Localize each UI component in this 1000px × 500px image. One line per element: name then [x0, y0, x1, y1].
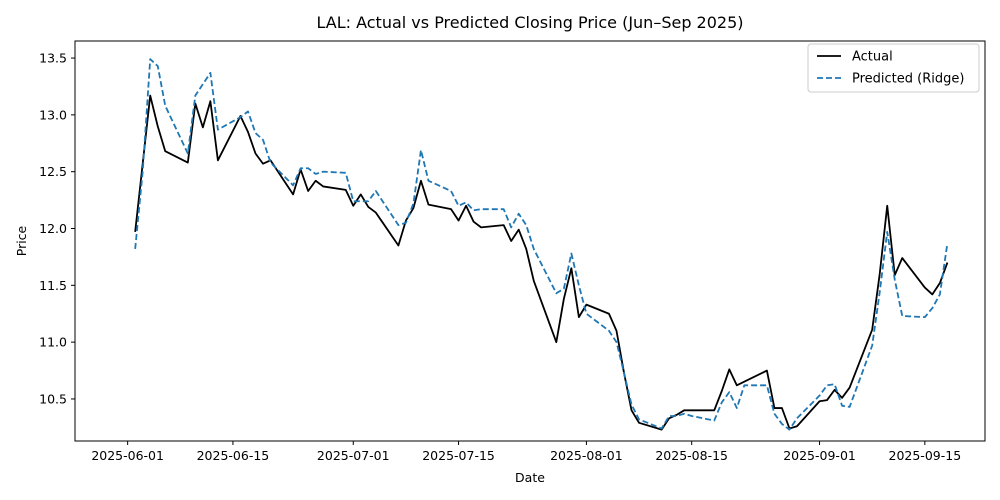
y-axis-label: Price [14, 225, 29, 256]
legend: Actual Predicted (Ridge) [807, 43, 980, 93]
y-tick-label: 13.5 [39, 51, 67, 66]
legend-label: Actual [852, 50, 893, 65]
plot-area [74, 40, 986, 442]
x-tick-label: 2025-08-15 [655, 448, 728, 463]
y-tick-label: 10.5 [39, 391, 67, 406]
series-line-predicted [134, 58, 949, 431]
y-tick-label: 12.0 [39, 221, 67, 236]
chart-title: LAL: Actual vs Predicted Closing Price (… [316, 13, 743, 32]
series-line-actual [134, 94, 949, 431]
x-tick-label: 2025-06-01 [91, 448, 164, 463]
x-tick-label: 2025-08-01 [550, 448, 623, 463]
plot-frame [74, 40, 986, 442]
legend-box [807, 43, 980, 93]
y-tick-label: 13.0 [39, 107, 67, 122]
x-tick-label: 2025-06-15 [197, 448, 270, 463]
x-tick-label: 2025-07-01 [317, 448, 390, 463]
y-tick-label: 11.0 [39, 335, 67, 350]
series-layer [134, 58, 949, 431]
x-axis: 2025-06-01 2025-06-15 2025-07-01 2025-07-15… [91, 441, 961, 463]
y-tick-label: 11.5 [39, 278, 67, 293]
x-axis-label: Date [515, 470, 545, 485]
legend-items: Actual Predicted (Ridge) [817, 50, 964, 87]
x-tick-label: 2025-09-01 [783, 448, 856, 463]
y-axis: 10.5 11.0 11.5 12.0 12.5 13.0 13.5 [39, 51, 75, 406]
x-tick-label: 2025-07-15 [422, 448, 495, 463]
x-tick-label: 2025-09-15 [889, 448, 962, 463]
legend-label: Predicted (Ridge) [852, 72, 964, 87]
y-tick-label: 12.5 [39, 164, 67, 179]
